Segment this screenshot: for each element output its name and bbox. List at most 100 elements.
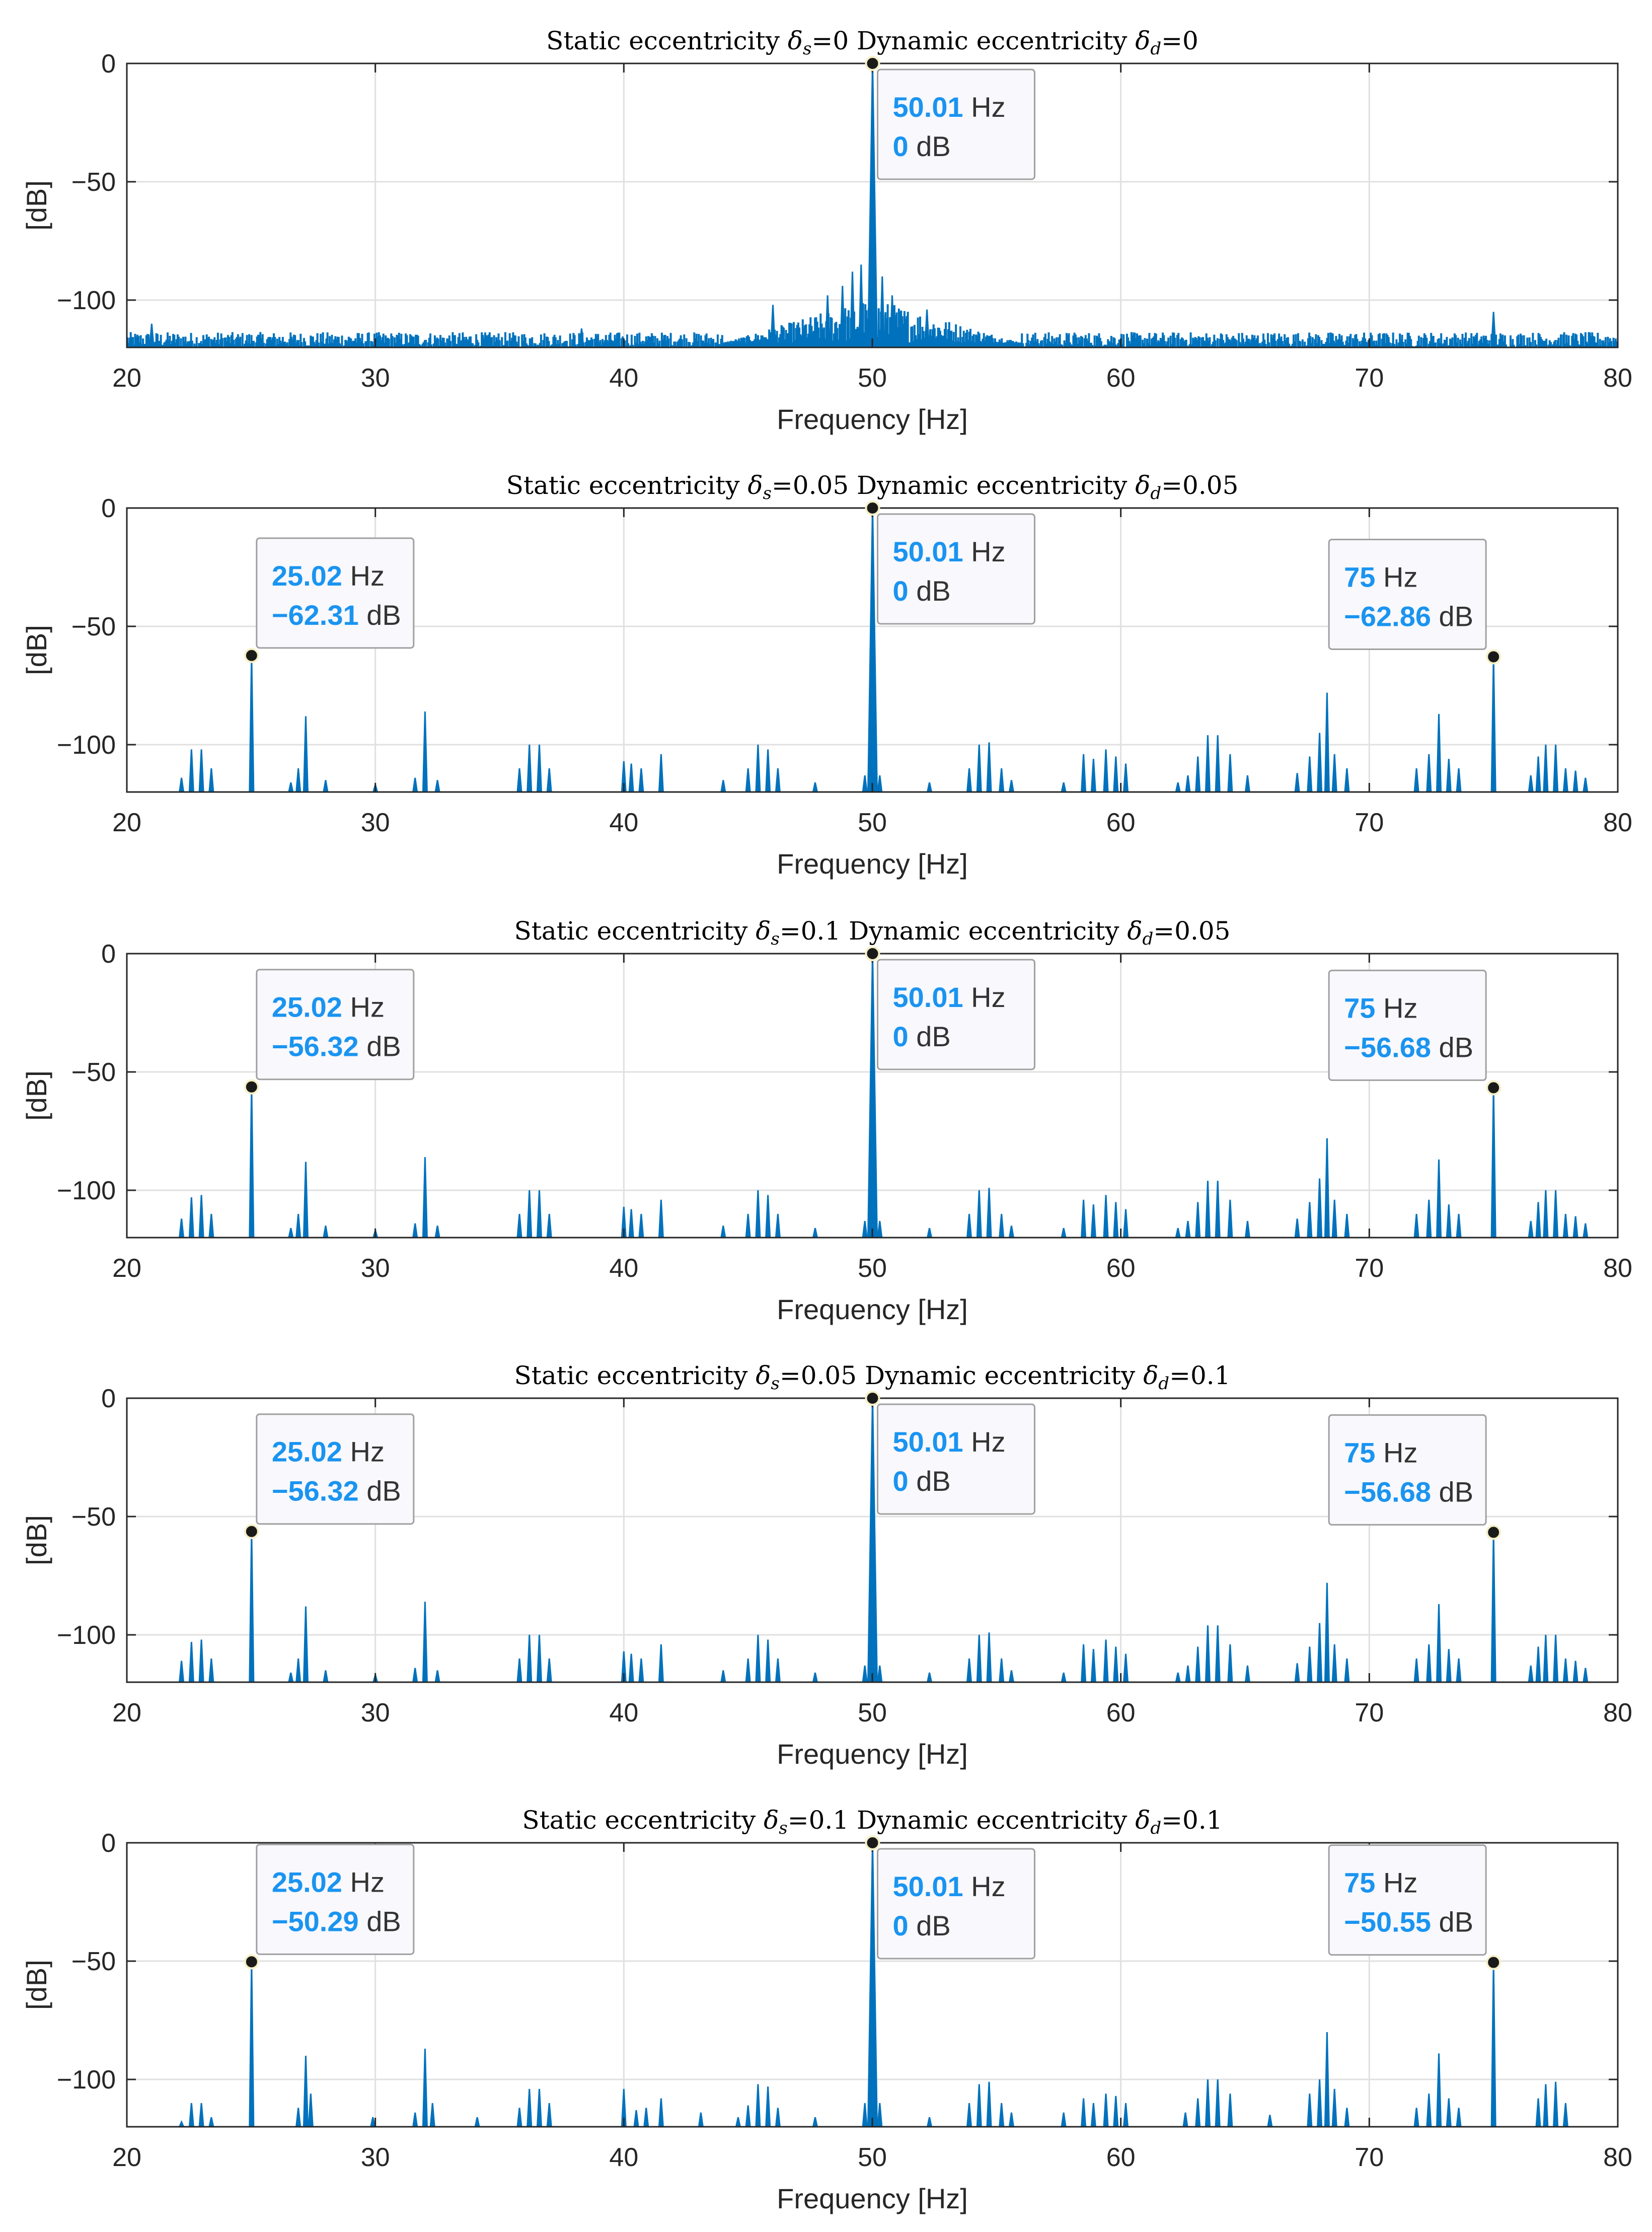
datatip-y-unit: dB (359, 1031, 401, 1062)
datatip-x-value: 75 (1344, 1867, 1375, 1899)
datatip-marker[interactable] (244, 1079, 259, 1095)
x-tick-label: 50 (858, 1698, 887, 1727)
datatip[interactable]: 25.02 Hz −56.32 dB (244, 1413, 415, 1539)
datatip-y-line: −50.55 dB (1344, 1906, 1473, 1938)
datatip-x-unit: Hz (963, 1426, 1006, 1458)
title-static-value: =0.05 (772, 471, 849, 500)
datatip[interactable]: 25.02 Hz −62.31 dB (244, 537, 415, 663)
datatip-marker[interactable] (1486, 1525, 1501, 1540)
y-tick-label: −100 (57, 286, 116, 315)
datatip-y-line: −56.68 dB (1344, 1031, 1473, 1063)
y-axis-label: [dB] (21, 1515, 52, 1565)
datatip-marker[interactable] (865, 946, 880, 961)
datatip-marker[interactable] (865, 1835, 880, 1850)
datatip-y-value: −56.32 (272, 1475, 359, 1507)
datatip-x-unit: Hz (963, 91, 1006, 123)
title-static-subscript: s (763, 483, 771, 503)
datatip-y-unit: dB (359, 599, 401, 631)
datatip-box (876, 68, 1035, 180)
datatip-y-line: −56.32 dB (272, 1031, 401, 1062)
datatip-x-value: 25.02 (272, 560, 342, 592)
datatip[interactable]: 50.01 Hz 0 dB (865, 500, 1035, 625)
title-static-value: =0.05 (780, 1361, 857, 1390)
x-tick-label: 30 (361, 1254, 390, 1283)
datatip[interactable]: 75 Hz −56.68 dB (1328, 1414, 1501, 1540)
x-tick-label: 40 (609, 1254, 638, 1283)
x-axis-label: Frequency [Hz] (777, 403, 968, 435)
x-tick-label: 20 (112, 1698, 141, 1727)
x-tick-label: 30 (361, 2143, 390, 2172)
datatip-marker[interactable] (865, 500, 880, 516)
datatip-y-value: −50.55 (1344, 1906, 1431, 1938)
datatip-x-line: 25.02 Hz (272, 560, 385, 592)
x-tick-label: 80 (1603, 1698, 1632, 1727)
chart-title: Static eccentricity δs=0 Dynamic eccentr… (546, 26, 1198, 59)
datatip[interactable]: 50.01 Hz 0 dB (865, 56, 1035, 180)
title-static-value: =0.1 (780, 916, 841, 946)
datatip[interactable]: 25.02 Hz −56.32 dB (244, 969, 415, 1095)
datatip-y-unit: dB (1431, 1476, 1473, 1507)
datatip-x-line: 25.02 Hz (272, 991, 385, 1023)
x-axis-label: Frequency [Hz] (777, 848, 968, 880)
x-tick-label: 30 (361, 364, 390, 393)
title-delta-symbol: δ (1143, 1361, 1158, 1390)
y-axis-label: [dB] (21, 1070, 52, 1121)
datatip-x-unit: Hz (1375, 1436, 1417, 1468)
x-tick-label: 60 (1106, 364, 1136, 393)
y-tick-label: −100 (57, 2065, 116, 2095)
datatip-y-value: −56.32 (272, 1031, 359, 1062)
datatip[interactable]: 50.01 Hz 0 dB (865, 1835, 1035, 1960)
datatip-y-line: 0 dB (892, 1465, 950, 1497)
datatip-marker[interactable] (244, 1524, 259, 1539)
title-dynamic-value: =0 (1161, 26, 1198, 55)
title-static-subscript: s (803, 39, 811, 59)
datatip-y-unit: dB (909, 575, 951, 607)
chart-title: Static eccentricity δs=0.05 Dynamic ecce… (514, 1361, 1231, 1394)
datatip-y-line: 0 dB (892, 575, 950, 607)
datatip-y-value: 0 (892, 1021, 908, 1052)
y-tick-label: 0 (101, 494, 116, 523)
title-static-label: Static eccentricity (546, 26, 788, 55)
title-static-label: Static eccentricity (514, 1361, 756, 1390)
datatip[interactable]: 25.02 Hz −50.29 dB (244, 1843, 415, 1970)
datatip-x-line: 50.01 Hz (892, 536, 1005, 567)
title-dynamic-label: Dynamic eccentricity (849, 471, 1135, 500)
datatip-marker[interactable] (1486, 649, 1501, 665)
datatip-box (1328, 969, 1487, 1081)
datatip-marker[interactable] (865, 1391, 880, 1406)
datatip-y-value: 0 (892, 1910, 908, 1941)
title-dynamic-subscript: d (1150, 39, 1161, 59)
x-tick-label: 20 (112, 364, 141, 393)
datatip-marker[interactable] (244, 1954, 259, 1970)
datatip[interactable]: 50.01 Hz 0 dB (865, 1391, 1035, 1515)
datatip-y-line: −50.29 dB (272, 1905, 401, 1937)
datatip-marker[interactable] (1486, 1080, 1501, 1096)
datatip-y-unit: dB (359, 1905, 401, 1937)
title-delta-symbol: δ (1127, 916, 1142, 946)
datatip-x-line: 50.01 Hz (892, 91, 1005, 123)
datatip-marker[interactable] (244, 647, 259, 663)
datatip-x-value: 50.01 (892, 536, 963, 567)
datatip-x-line: 50.01 Hz (892, 981, 1005, 1013)
datatip-x-value: 75 (1344, 1436, 1375, 1468)
datatip-y-value: −62.86 (1344, 600, 1431, 632)
datatip-x-value: 25.02 (272, 1436, 342, 1468)
chart-panel-5: 20 30 40 50 60 70 80 0 −50 −100 Frequency [Hz] [dB]… (21, 1806, 1632, 2214)
datatip-x-line: 25.02 Hz (272, 1436, 385, 1468)
datatip-marker[interactable] (1486, 1955, 1501, 1970)
datatip-box (1328, 1414, 1487, 1526)
datatip[interactable]: 75 Hz −56.68 dB (1328, 969, 1501, 1096)
datatip[interactable]: 75 Hz −50.55 dB (1328, 1844, 1501, 1970)
title-dynamic-label: Dynamic eccentricity (857, 1361, 1143, 1390)
y-tick-label: 0 (101, 49, 116, 79)
datatip[interactable]: 75 Hz −62.86 dB (1328, 538, 1501, 665)
datatip-marker[interactable] (865, 56, 880, 71)
datatip[interactable]: 50.01 Hz 0 dB (865, 946, 1035, 1070)
x-tick-label: 30 (361, 808, 390, 837)
datatip-x-line: 75 Hz (1344, 1436, 1417, 1468)
title-dynamic-label: Dynamic eccentricity (841, 916, 1127, 946)
title-dynamic-subscript: d (1142, 929, 1153, 949)
title-delta-symbol: δ (747, 471, 763, 500)
x-tick-label: 80 (1603, 808, 1632, 837)
x-tick-label: 40 (609, 1698, 638, 1727)
